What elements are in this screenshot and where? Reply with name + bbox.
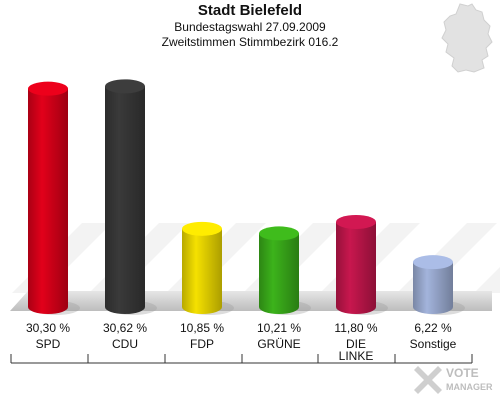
value-label: 10,85 %	[180, 321, 224, 335]
labels-group: 30,30 % SPD 30,62 % CDU 10,85 % FDP 10,21 % GRÜ…	[10, 321, 473, 364]
value-label: 30,62 %	[103, 321, 147, 335]
bar-fdp	[182, 221, 234, 315]
category-label: CDU	[112, 337, 138, 351]
title-block: Stadt Bielefeld Bundestagswahl 27.09.200…	[0, 0, 500, 50]
bar-body	[28, 88, 68, 314]
watermark-cross-icon	[414, 366, 442, 394]
value-label: 11,80 %	[334, 321, 377, 335]
category-label: Sonstige	[410, 337, 457, 351]
bar-top	[413, 255, 453, 270]
bar-top	[259, 226, 299, 241]
bar-body	[182, 228, 222, 314]
category-label: SPD	[36, 337, 61, 351]
bar-cdu	[105, 79, 157, 315]
bar-body	[105, 86, 145, 314]
bar-die-linke	[336, 214, 388, 315]
bar-top	[182, 221, 222, 236]
germany-map-icon	[441, 3, 493, 73]
value-label: 6,22 %	[414, 321, 452, 335]
category-label: FDP	[190, 337, 214, 351]
category-label: LINKE	[339, 349, 374, 363]
chart-subtitle-2: Zweitstimmen Stimmbezirk 016.2	[161, 35, 339, 49]
bar-body	[336, 221, 376, 314]
chart-subtitle: Bundestagswahl 27.09.2009	[174, 20, 326, 34]
bar-top	[105, 79, 145, 94]
value-label: 30,30 %	[26, 321, 70, 335]
watermark-text-1: VOTE	[446, 366, 479, 380]
value-label: 10,21 %	[257, 321, 301, 335]
category-label: GRÜNE	[257, 337, 300, 351]
watermark-text-2: MANAGER	[446, 382, 493, 392]
background-stripe	[474, 267, 500, 293]
bar-body	[413, 262, 453, 314]
bar-spd	[28, 81, 80, 315]
bar-top	[336, 214, 376, 229]
bar-top	[28, 81, 68, 96]
floor-edge	[10, 311, 492, 319]
chart-title: Stadt Bielefeld	[197, 2, 303, 19]
bars-group	[28, 79, 465, 315]
vote-manager-watermark: VOTE MANAGER	[414, 366, 493, 394]
category-label: DIE	[346, 337, 366, 351]
bar-body	[259, 233, 299, 314]
bar-sonstige	[413, 255, 465, 315]
bar-gr-ne	[259, 226, 311, 315]
